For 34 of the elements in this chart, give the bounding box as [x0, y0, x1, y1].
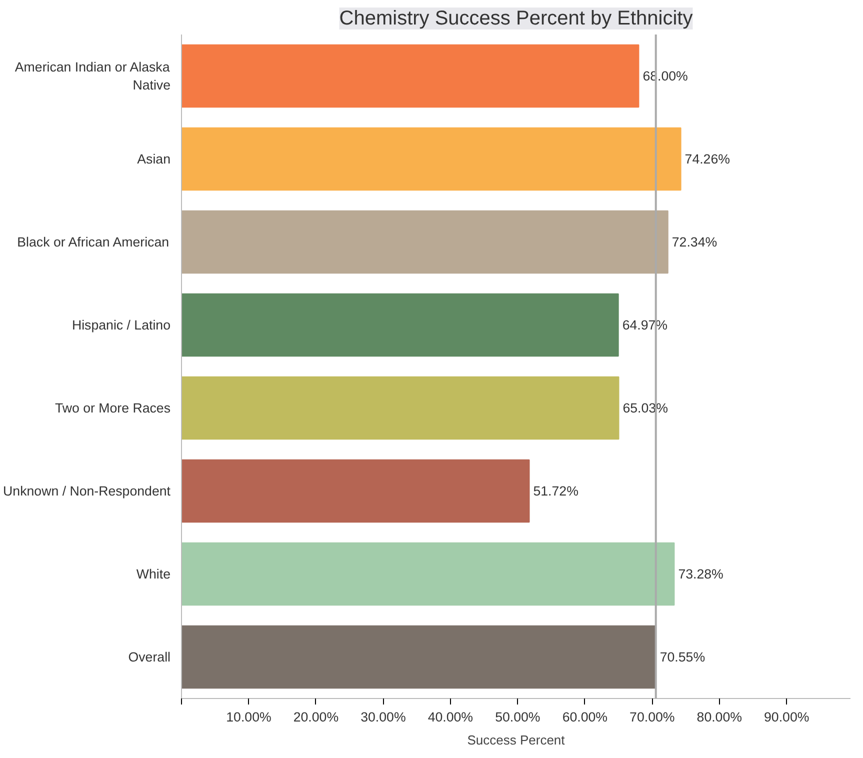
bar [182, 459, 530, 523]
y-tick-label: Black or African American [17, 234, 170, 250]
y-tick-label: Overall [128, 650, 171, 664]
data-label: 73.28% [678, 566, 724, 582]
x-axis-title: Success Percent [467, 732, 566, 748]
x-tick-label: 60.00% [562, 710, 608, 724]
bar [182, 293, 619, 357]
data-label: 72.34% [672, 234, 718, 250]
data-label: 70.55% [660, 650, 706, 664]
y-tick-label: Two or More Races [54, 400, 171, 416]
data-label: 51.72% [533, 484, 579, 498]
data-label: 64.97% [622, 318, 668, 332]
x-tick-label: 20.00% [293, 710, 339, 724]
bar [182, 376, 620, 440]
y-tick-label: Unknown / Non-Respondent [3, 484, 171, 498]
bar [182, 127, 682, 191]
x-tick-label: 10.00% [226, 710, 272, 724]
x-tick-label: 30.00% [360, 710, 406, 724]
y-tick-label: American Indian or Alaska Native [14, 60, 171, 92]
x-tick-label: 90.00% [764, 710, 810, 724]
y-tick-label: White [136, 566, 171, 582]
bar [182, 210, 668, 274]
data-label: 65.03% [622, 400, 668, 416]
bar [182, 44, 640, 108]
y-tick-label: Hispanic / Latino [72, 318, 171, 332]
bar [182, 542, 675, 606]
chart-title: Chemistry Success Percent by Ethnicity [339, 8, 693, 30]
data-label: 74.26% [684, 152, 730, 166]
x-tick-label: 70.00% [630, 710, 675, 724]
y-tick-label: Asian [137, 152, 171, 166]
x-tick-label: 80.00% [696, 710, 742, 724]
bar [182, 625, 656, 689]
x-tick-label: 40.00% [428, 710, 474, 724]
x-tick-label: 50.00% [495, 710, 540, 724]
